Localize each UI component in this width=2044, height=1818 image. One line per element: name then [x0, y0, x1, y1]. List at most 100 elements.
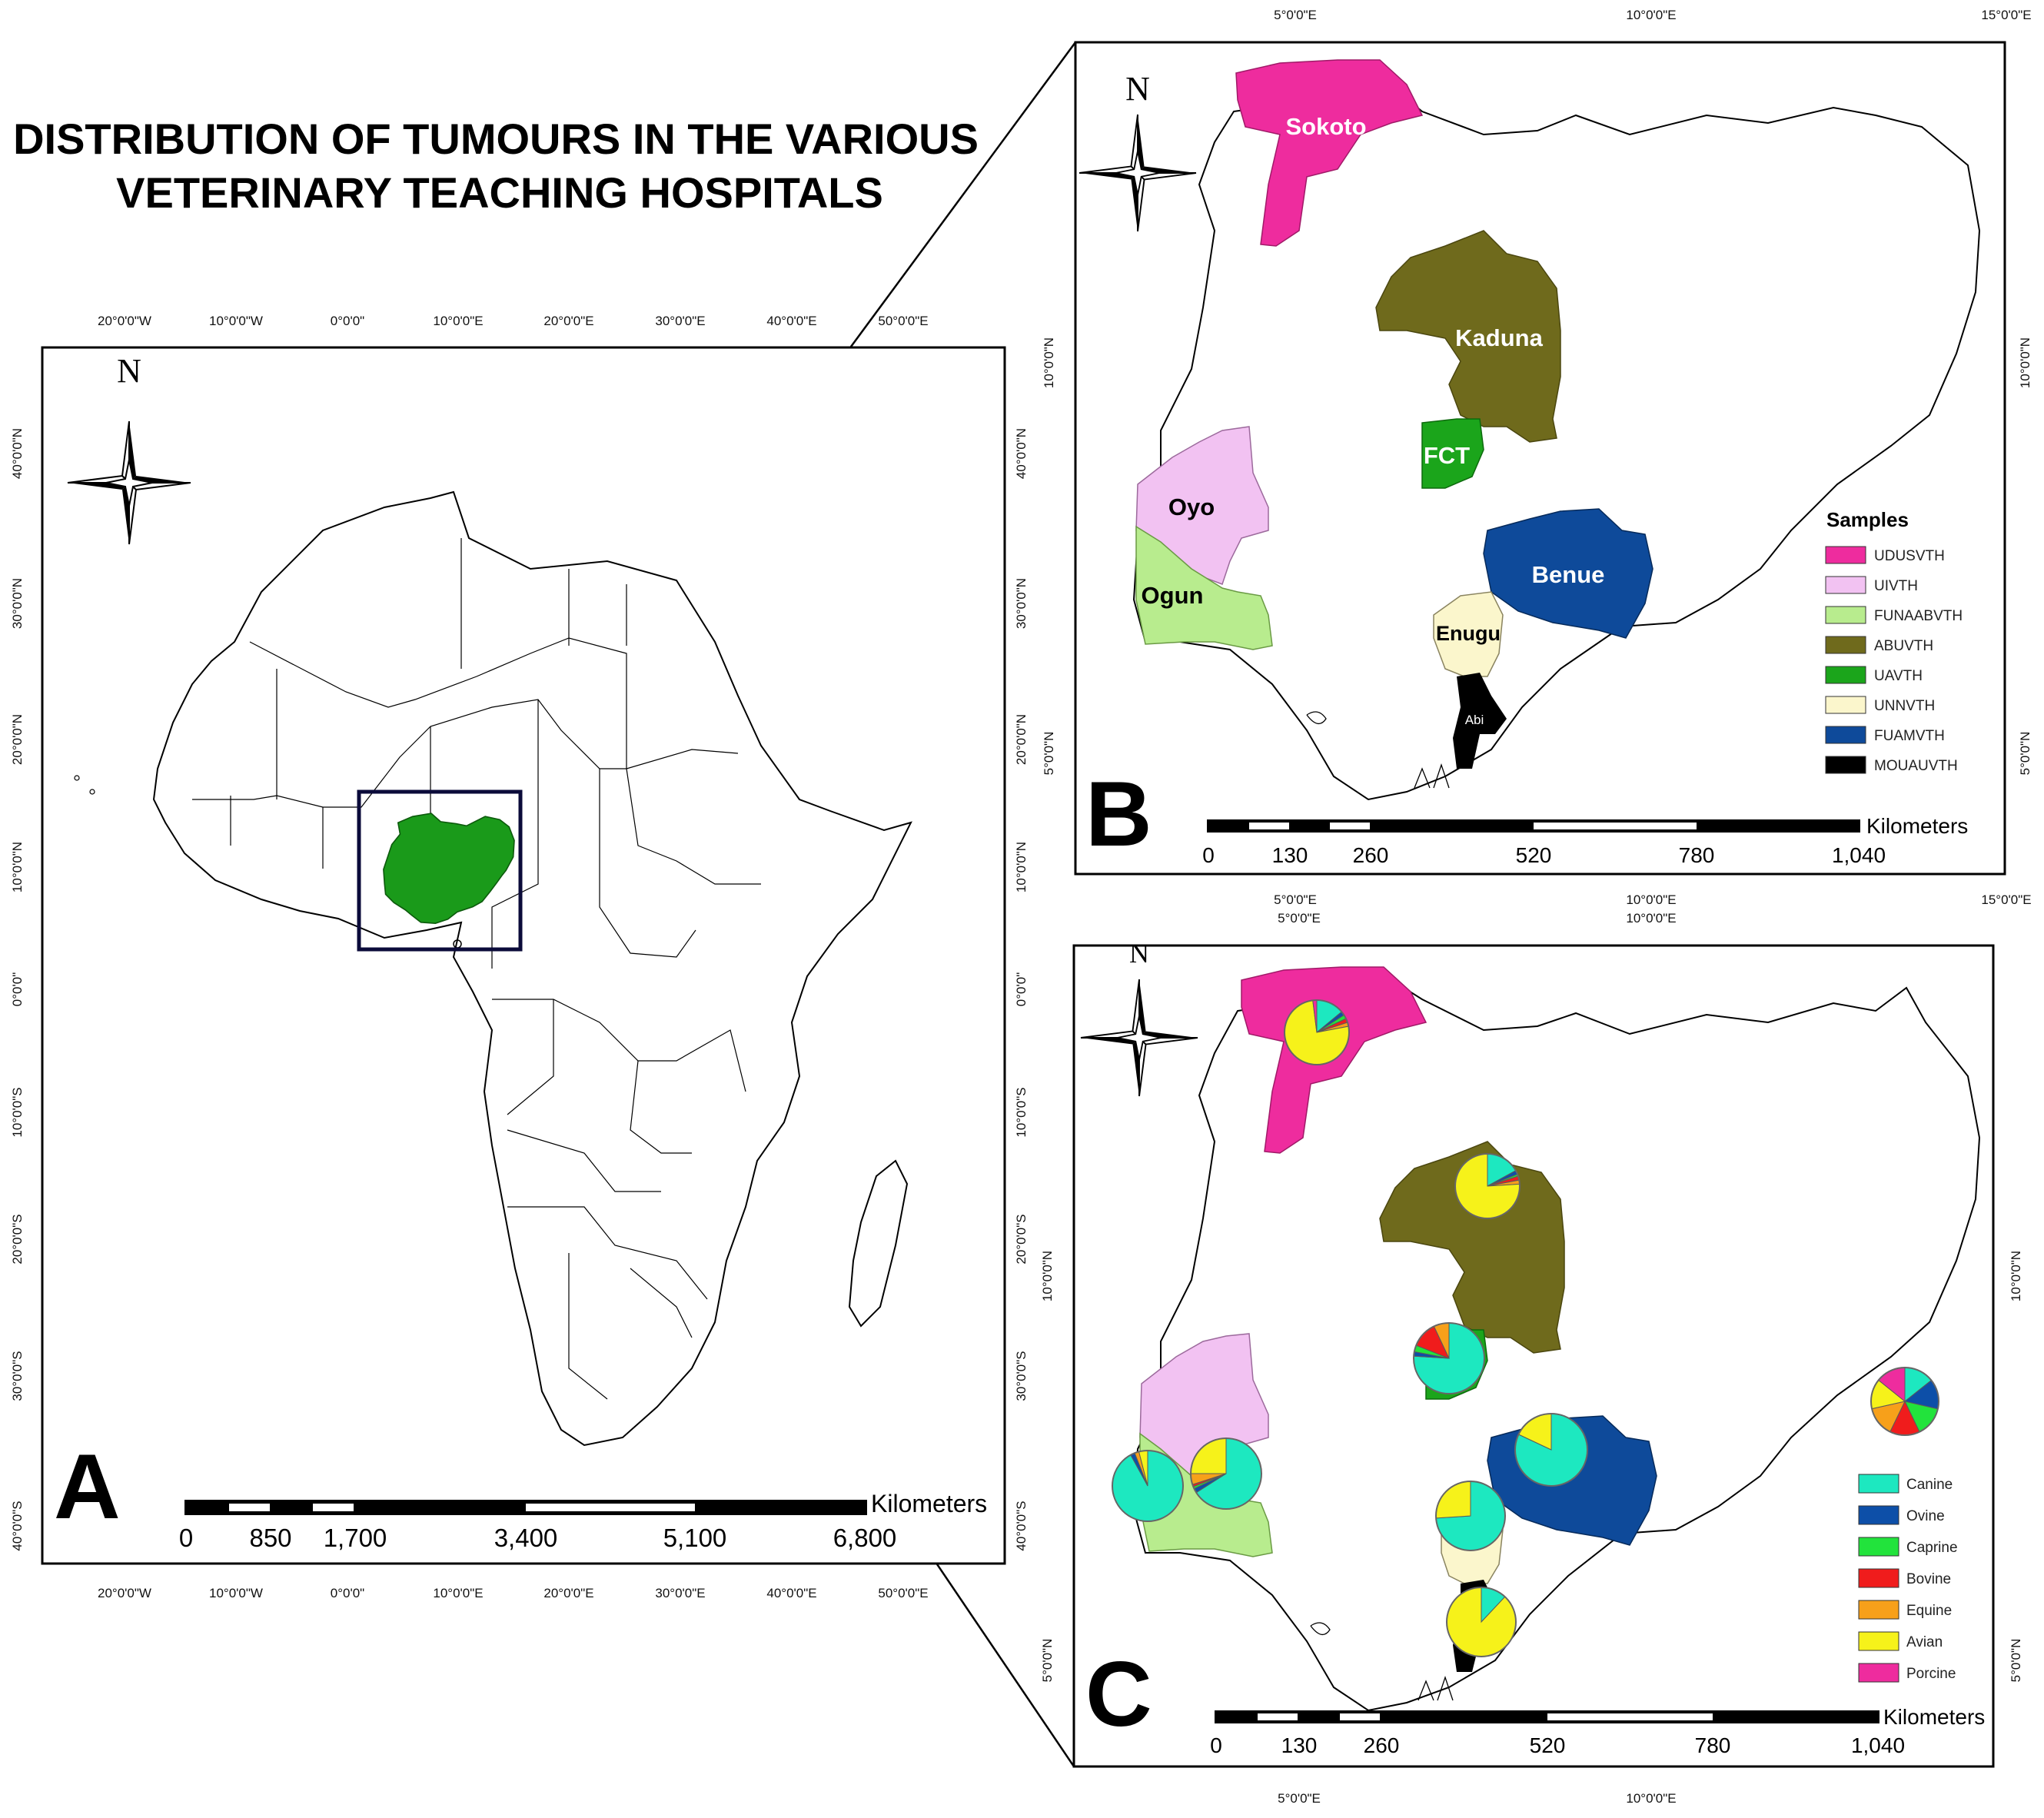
scale-c-5: 1,040: [1851, 1733, 1905, 1757]
b-lon-bot-2: 10°0'0"E: [1626, 892, 1676, 907]
a-lat-left-7: 20°0'0"S: [10, 1214, 25, 1264]
panel-a: 20°0'0"W 10°0'0"W 0°0'0" 10°0'0"E 20°0'0…: [10, 314, 1029, 1600]
legend-b-swatch-1: [1825, 546, 1866, 564]
scale-a-3: 3,400: [494, 1524, 558, 1552]
africa-borders: [192, 538, 761, 1400]
panel-a-frame: [41, 346, 1006, 1565]
b-lat-left-1: 10°0'0"N: [1042, 337, 1056, 388]
label-fct: FCT: [1424, 442, 1470, 469]
a-lon-top-7: 40°0'0"E: [766, 314, 816, 328]
a-lat-left-4: 10°0'0"N: [10, 842, 25, 892]
state-enugu-b: [1433, 591, 1504, 677]
a-lon-bot-5: 20°0'0"E: [543, 1586, 593, 1600]
b-lat-left-2: 5°0'0"N: [1042, 732, 1056, 776]
north-label-b: N: [1125, 70, 1150, 108]
legend-c-label-2: Ovine: [1906, 1508, 1945, 1524]
scale-b-1: 130: [1272, 843, 1308, 867]
c-lat-left-2: 5°0'0"N: [1040, 1639, 1055, 1683]
state-fct-b: [1421, 418, 1484, 489]
label-ogun: Ogun: [1142, 582, 1204, 609]
a-lon-top-6: 30°0'0"E: [655, 314, 705, 328]
legend-c-swatch-5: [1858, 1600, 1899, 1620]
legend-b-swatch-3: [1825, 606, 1866, 624]
scale-c-0: 0: [1210, 1733, 1222, 1757]
legend-c-label-1: Canine: [1906, 1477, 1953, 1493]
pie-outline: [1870, 1367, 1939, 1436]
scale-a-0: 0: [179, 1524, 193, 1552]
scale-b-unit: Kilometers: [1866, 814, 1968, 838]
pie-uivth: [1190, 1437, 1262, 1510]
a-lon-top-4: 10°0'0"E: [433, 314, 483, 328]
legend-c-swatch-2: [1858, 1505, 1899, 1525]
a-lon-bot-3: 0°0'0": [331, 1586, 364, 1600]
pie-charts: [1112, 999, 1939, 1657]
island: [74, 775, 80, 781]
legend-c-label-6: Avian: [1906, 1634, 1943, 1650]
a-lat-right-6: 10°0'0"S: [1014, 1087, 1029, 1137]
b-lon-top-1: 5°0'0"E: [1274, 8, 1317, 22]
scale-c-unit: Kilometers: [1883, 1705, 1985, 1729]
panel-b-label: B: [1085, 763, 1152, 866]
scale-a-5: 6,800: [833, 1524, 897, 1552]
scale-a-unit: Kilometers: [871, 1490, 987, 1517]
label-abia: Abi: [1465, 713, 1484, 727]
a-lon-bot-6: 30°0'0"E: [655, 1586, 705, 1600]
scale-c-2: 260: [1364, 1733, 1400, 1757]
a-lon-bot-7: 40°0'0"E: [766, 1586, 816, 1600]
pie-outline: [1454, 1153, 1521, 1219]
legend-b-label-4: ABUVTH: [1874, 638, 1933, 654]
scale-b-0: 0: [1202, 843, 1215, 867]
a-lon-top-2: 10°0'0"W: [209, 314, 263, 328]
a-lon-bot-4: 10°0'0"E: [433, 1586, 483, 1600]
nigeria-outline-c: [1132, 969, 1981, 1712]
legend-c-swatch-4: [1858, 1568, 1899, 1588]
pie-outline: [1514, 1413, 1588, 1487]
a-lat-right-1: 40°0'0"N: [1014, 428, 1029, 479]
panel-a-lon-ticks-bottom: 20°0'0"W 10°0'0"W 0°0'0" 10°0'0"E 20°0'0…: [98, 1586, 929, 1600]
pie-key: [1870, 1367, 1939, 1436]
legend-b-title: Samples: [1826, 508, 1909, 531]
africa-outline: [152, 490, 912, 1447]
legend-b-swatch-5: [1825, 666, 1866, 684]
c-lat-left-1: 10°0'0"N: [1040, 1251, 1055, 1301]
panel-c-label: C: [1085, 1643, 1152, 1746]
scale-b-5: 1,040: [1832, 843, 1886, 867]
label-benue: Benue: [1532, 561, 1605, 588]
b-lat-right-1: 10°0'0"N: [2018, 337, 2032, 388]
state-sokoto-b: [1235, 59, 1424, 247]
a-lat-right-9: 40°0'0"S: [1014, 1501, 1029, 1550]
pie-unnvth: [1435, 1481, 1506, 1551]
legend-b-swatch-7: [1825, 726, 1866, 744]
label-oyo: Oyo: [1168, 494, 1215, 520]
legend-c-swatch-3: [1858, 1537, 1899, 1557]
legend-b-swatch-4: [1825, 636, 1866, 654]
label-enugu: Enugu: [1436, 622, 1501, 645]
legend-c-label-4: Bovine: [1906, 1571, 1951, 1587]
title-line-1: DISTRIBUTION OF TUMOURS IN THE VARIOUS: [13, 115, 979, 163]
north-label-a: N: [117, 352, 141, 390]
legend-b-label-8: MOUAUVTH: [1874, 758, 1958, 774]
c-lon-bot-1: 5°0'0"E: [1278, 1791, 1321, 1806]
legend-c-swatch-6: [1858, 1631, 1899, 1651]
legend-c-label-5: Equine: [1906, 1603, 1952, 1619]
scale-a-2: 1,700: [324, 1524, 387, 1552]
c-lon-bot-2: 10°0'0"E: [1626, 1791, 1676, 1806]
scale-a-4: 5,100: [663, 1524, 727, 1552]
a-lon-top-5: 20°0'0"E: [543, 314, 593, 328]
a-lat-left-8: 30°0'0"S: [10, 1351, 25, 1401]
a-lat-right-5: 0°0'0": [1014, 972, 1029, 1006]
b-lon-top-3: 15°0'0"E: [1981, 8, 2031, 22]
state-abia-b: [1453, 673, 1507, 769]
a-lat-right-8: 30°0'0"S: [1014, 1351, 1029, 1401]
c-lat-right-1: 10°0'0"N: [2009, 1251, 2023, 1301]
a-lat-right-4: 10°0'0"N: [1014, 842, 1029, 892]
pie-mouauvth: [1446, 1587, 1517, 1657]
legend-b-swatch-2: [1825, 576, 1866, 594]
b-lon-bot-3: 15°0'0"E: [1981, 892, 2031, 907]
b-lon-top-2: 10°0'0"E: [1626, 8, 1676, 22]
a-lon-bot-8: 50°0'0"E: [878, 1586, 928, 1600]
a-lat-left-5: 0°0'0": [10, 972, 25, 1006]
scale-a-1: 850: [249, 1524, 291, 1552]
scale-b-4: 780: [1679, 843, 1715, 867]
panel-a-lat-ticks-right: 40°0'0"N 30°0'0"N 20°0'0"N 10°0'0"N 0°0'…: [1014, 428, 1029, 1551]
